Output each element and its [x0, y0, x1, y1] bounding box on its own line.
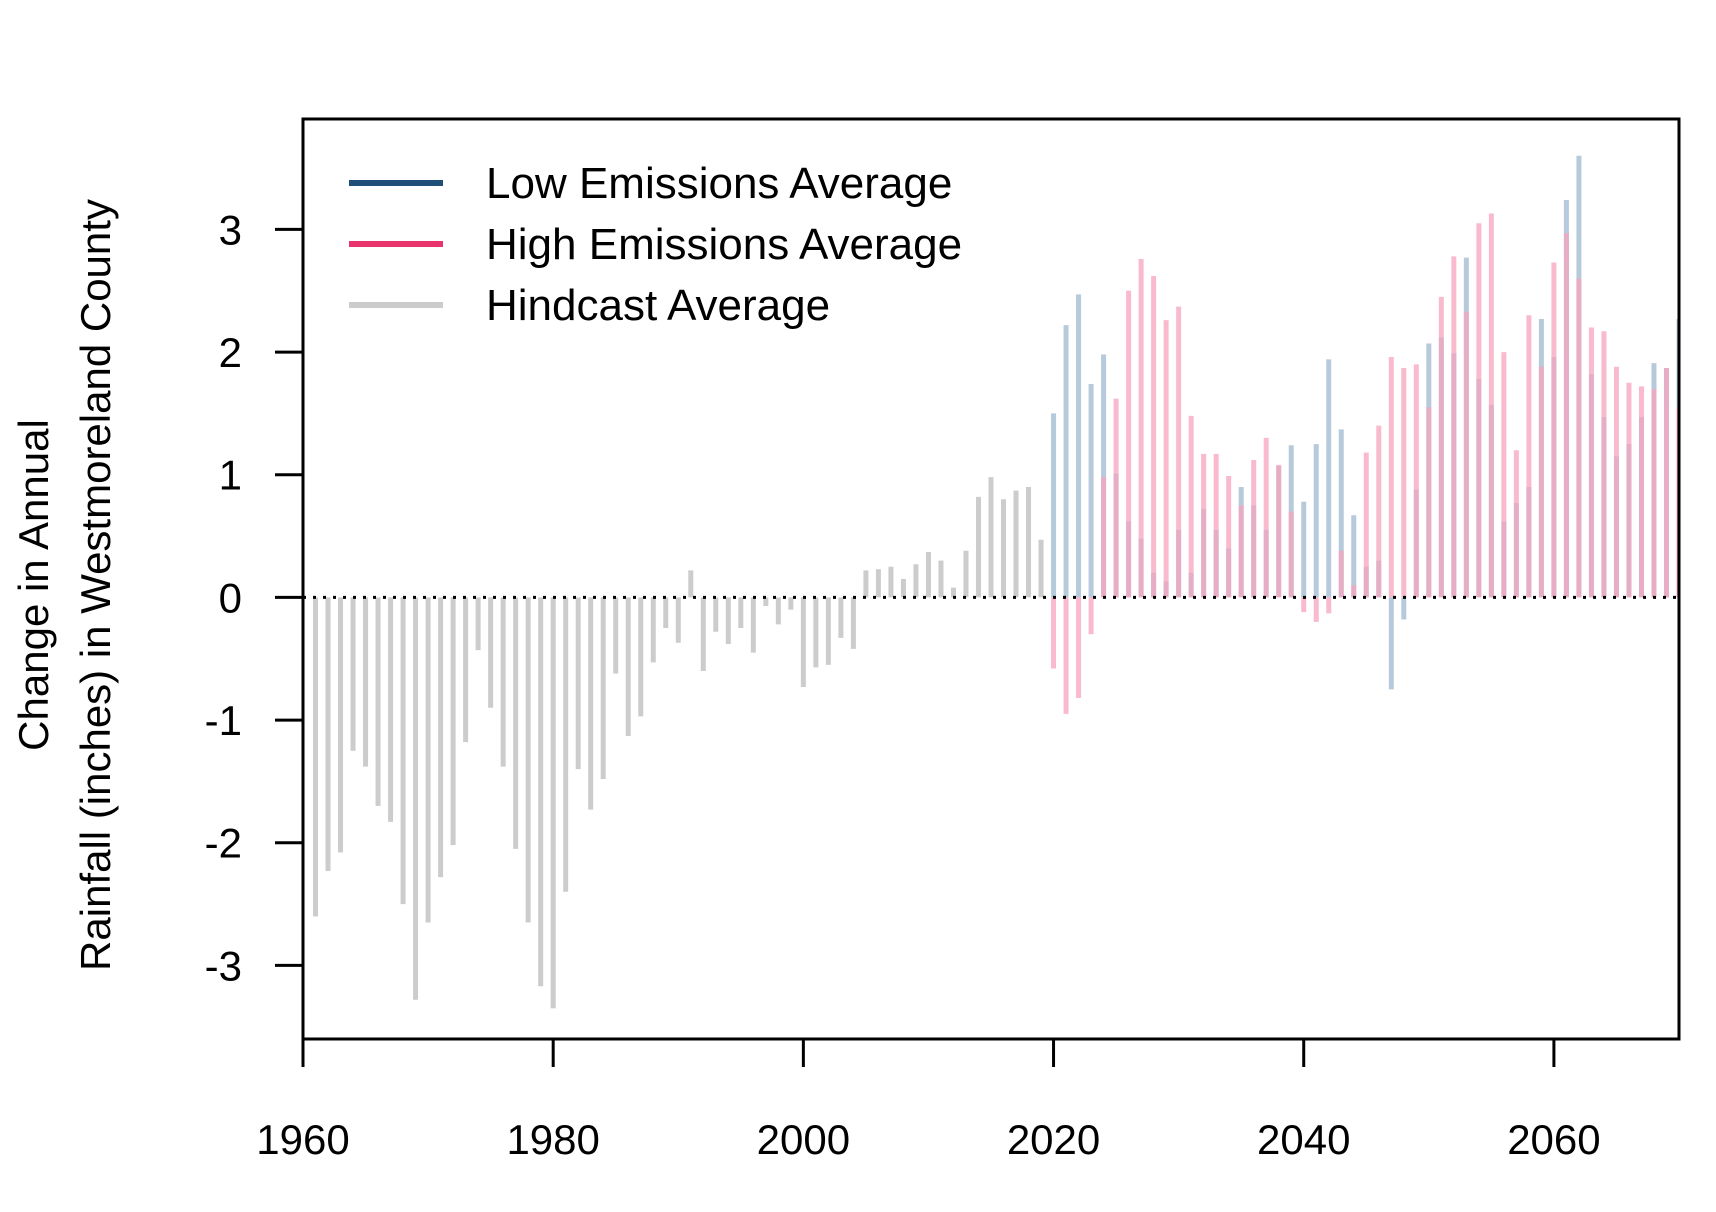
bar-layer [313, 155, 1679, 1009]
x-tick-label-2040: 2040 [1257, 1116, 1350, 1163]
legend-label-high: High Emissions Average [486, 220, 962, 269]
y-axis-title-line-1: Change in Annual [10, 419, 57, 751]
legend-label-hind: Hindcast Average [486, 281, 830, 330]
legend-label-low: Low Emissions Average [486, 159, 952, 208]
y-axis-title: Change in Annual Rainfall (inches) in We… [10, 199, 119, 971]
x-tick-label-1980: 1980 [506, 1116, 599, 1163]
x-axis: 1960 1980 2000 2020 2040 2060 [256, 1037, 1679, 1163]
y-tick-label-0: 0 [219, 574, 242, 621]
y-tick-label-3: 3 [219, 206, 242, 253]
y-tick-label--3: -3 [205, 942, 242, 989]
x-tick-label-2000: 2000 [757, 1116, 850, 1163]
y-axis: -3 -2 -1 0 1 2 3 [205, 206, 305, 989]
y-tick-label--2: -2 [205, 820, 242, 867]
y-tick-label-1: 1 [219, 452, 242, 499]
x-tick-label-1960: 1960 [256, 1116, 349, 1163]
y-tick-label--1: -1 [205, 697, 242, 744]
y-tick-label-2: 2 [219, 329, 242, 376]
legend: Low Emissions Average High Emissions Aver… [349, 159, 962, 330]
x-tick-label-2060: 2060 [1507, 1116, 1600, 1163]
y-axis-title-line-2: Rainfall (inches) in Westmoreland County [72, 199, 119, 971]
x-tick-label-2020: 2020 [1007, 1116, 1100, 1163]
